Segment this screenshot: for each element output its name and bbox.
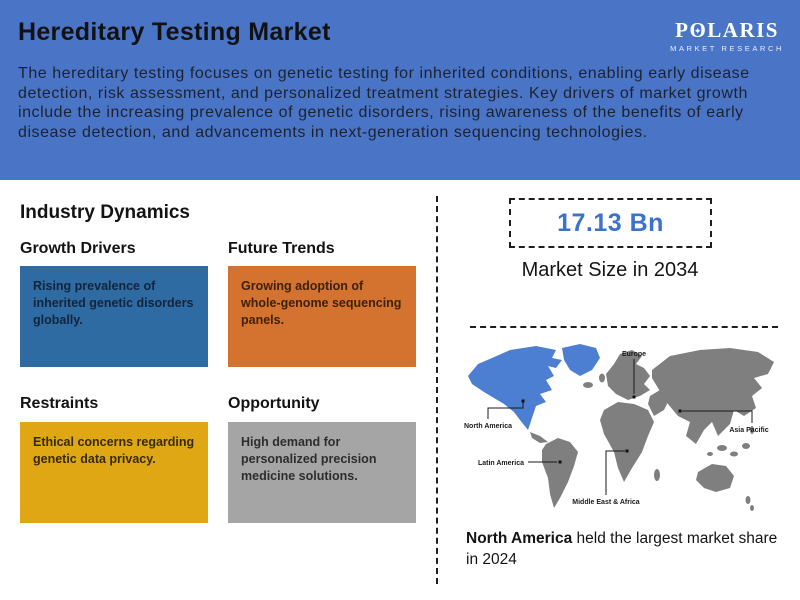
island-shape bbox=[730, 451, 738, 457]
north-america-shape bbox=[468, 346, 562, 430]
logo-letters-laris: LARIS bbox=[707, 18, 779, 42]
logo-wordmark: PO ✦ LARIS bbox=[670, 18, 784, 43]
page-title: Hereditary Testing Market bbox=[18, 18, 331, 46]
growth-drivers-text: Rising prevalence of inherited genetic d… bbox=[33, 279, 194, 327]
industry-dynamics-heading: Industry Dynamics bbox=[20, 202, 190, 223]
north-america-label: North America bbox=[464, 423, 512, 430]
middle-east-africa-label: Middle East & Africa bbox=[572, 499, 640, 506]
europe-label: Europe bbox=[622, 351, 646, 358]
asia-shape bbox=[652, 348, 774, 444]
africa-shape bbox=[600, 402, 654, 482]
vertical-dashed-divider bbox=[436, 196, 438, 584]
market-size-label: Market Size in 2034 bbox=[521, 259, 699, 281]
indonesia-shape bbox=[717, 445, 727, 451]
uk-shape bbox=[599, 373, 605, 383]
north-america-leader-line bbox=[487, 401, 524, 419]
latin-america-label: Latin America bbox=[478, 460, 524, 467]
restraints-text: Ethical concerns regarding genetic data … bbox=[33, 435, 195, 466]
north-america-dot bbox=[521, 399, 525, 403]
map-note: North America held the largest market sh… bbox=[466, 528, 778, 570]
new-zealand-shape bbox=[750, 505, 754, 511]
opportunity-box: High demand for personalized precision m… bbox=[228, 422, 416, 523]
island-shape bbox=[707, 452, 713, 456]
growth-drivers-box: Rising prevalence of inherited genetic d… bbox=[20, 266, 208, 367]
latin-america-dot bbox=[558, 460, 562, 464]
restraints-title: Restraints bbox=[20, 395, 99, 412]
star-icon: ✦ bbox=[693, 26, 703, 37]
growth-drivers-title: Growth Drivers bbox=[20, 240, 136, 257]
europe-shape bbox=[606, 350, 650, 400]
asia-pacific-label: Asia Pacific bbox=[729, 427, 768, 434]
madagascar-shape bbox=[654, 469, 660, 481]
map-note-region: North America bbox=[466, 530, 573, 547]
polaris-logo: PO ✦ LARIS MARKET RESEARCH bbox=[670, 18, 784, 53]
logo-o-glyph: O bbox=[689, 18, 708, 42]
logo-subtitle: MARKET RESEARCH bbox=[670, 44, 784, 53]
middle-east-africa-dot bbox=[625, 449, 629, 453]
greenland-shape bbox=[562, 344, 600, 376]
asia-pacific-leader-line bbox=[682, 410, 753, 423]
europe-dot bbox=[632, 395, 636, 399]
market-size-value-box: 17.13 Bn bbox=[509, 198, 712, 248]
opportunity-text: High demand for personalized precision m… bbox=[241, 435, 377, 483]
australia-shape bbox=[696, 464, 734, 492]
world-map-svg: North America Europe Latin America Asia … bbox=[464, 344, 774, 511]
future-trends-title: Future Trends bbox=[228, 240, 335, 257]
restraints-box: Ethical concerns regarding genetic data … bbox=[20, 422, 208, 523]
opportunity-title: Opportunity bbox=[228, 395, 320, 412]
logo-letter-o: O ✦ bbox=[689, 18, 707, 43]
philippines-shape bbox=[750, 426, 754, 434]
market-description: The hereditary testing focuses on geneti… bbox=[18, 65, 750, 141]
new-zealand-shape bbox=[745, 496, 751, 504]
map-note-text: held the largest market share in 2024 bbox=[466, 530, 778, 568]
logo-letter-p: P bbox=[675, 18, 690, 42]
header-band: Hereditary Testing Market The hereditary… bbox=[0, 0, 800, 180]
world-map: North America Europe Latin America Asia … bbox=[456, 340, 780, 526]
horizontal-dashed-divider bbox=[470, 326, 778, 328]
south-america-shape bbox=[542, 438, 578, 508]
iceland-shape bbox=[583, 382, 593, 388]
middle-east-africa-leader-line bbox=[605, 450, 625, 495]
island-shape bbox=[742, 443, 750, 449]
asia-pacific-dot bbox=[678, 409, 682, 413]
market-size-value: 17.13 Bn bbox=[557, 208, 664, 237]
future-trends-text: Growing adoption of whole-genome sequenc… bbox=[241, 279, 402, 327]
future-trends-box: Growing adoption of whole-genome sequenc… bbox=[228, 266, 416, 367]
central-america-shape bbox=[530, 432, 548, 443]
